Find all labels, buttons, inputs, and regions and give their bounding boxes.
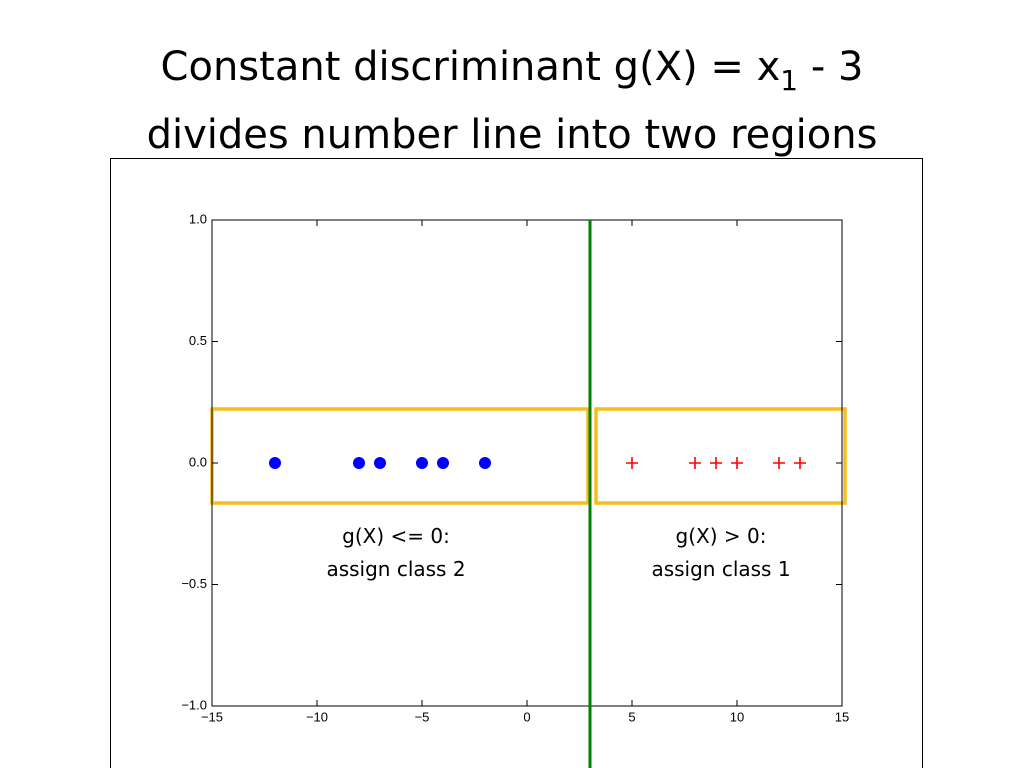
x-tick-label: 10 xyxy=(730,709,744,724)
slide-title: Constant discriminant g(X) = x1 - 3 xyxy=(161,44,864,97)
y-tick-label: −1.0 xyxy=(181,697,207,712)
x-tick-label: −10 xyxy=(306,709,328,724)
annotation: g(X) <= 0: xyxy=(342,524,450,548)
y-tick-label: 1.0 xyxy=(189,211,207,226)
annotation: assign class 2 xyxy=(326,557,465,581)
point xyxy=(689,457,701,469)
point xyxy=(416,457,428,469)
x-tick-label: −5 xyxy=(415,709,430,724)
point xyxy=(626,457,638,469)
point xyxy=(374,457,386,469)
annotation: g(X) > 0: xyxy=(676,524,767,548)
y-tick-label: 0.5 xyxy=(189,333,207,348)
point xyxy=(710,457,722,469)
region-box xyxy=(594,407,847,505)
x-tick-label: 0 xyxy=(523,709,530,724)
x-tick-label: 15 xyxy=(835,709,849,724)
point xyxy=(269,457,281,469)
x-tick-label: −15 xyxy=(201,709,223,724)
title-subscript: 1 xyxy=(780,64,798,97)
annotation: assign class 1 xyxy=(651,557,790,581)
point xyxy=(773,457,785,469)
title-text: - 3 xyxy=(798,44,863,90)
y-tick-label: −0.5 xyxy=(181,576,207,591)
figure-frame xyxy=(110,158,923,768)
point xyxy=(437,457,449,469)
x-tick-label: 5 xyxy=(628,709,635,724)
slide-title: divides number line into two regions xyxy=(147,112,878,158)
point xyxy=(794,457,806,469)
title-text: Constant discriminant g(X) = x xyxy=(161,44,781,90)
point xyxy=(479,457,491,469)
y-tick-label: 0.0 xyxy=(189,454,207,469)
point xyxy=(353,457,365,469)
point xyxy=(731,457,743,469)
